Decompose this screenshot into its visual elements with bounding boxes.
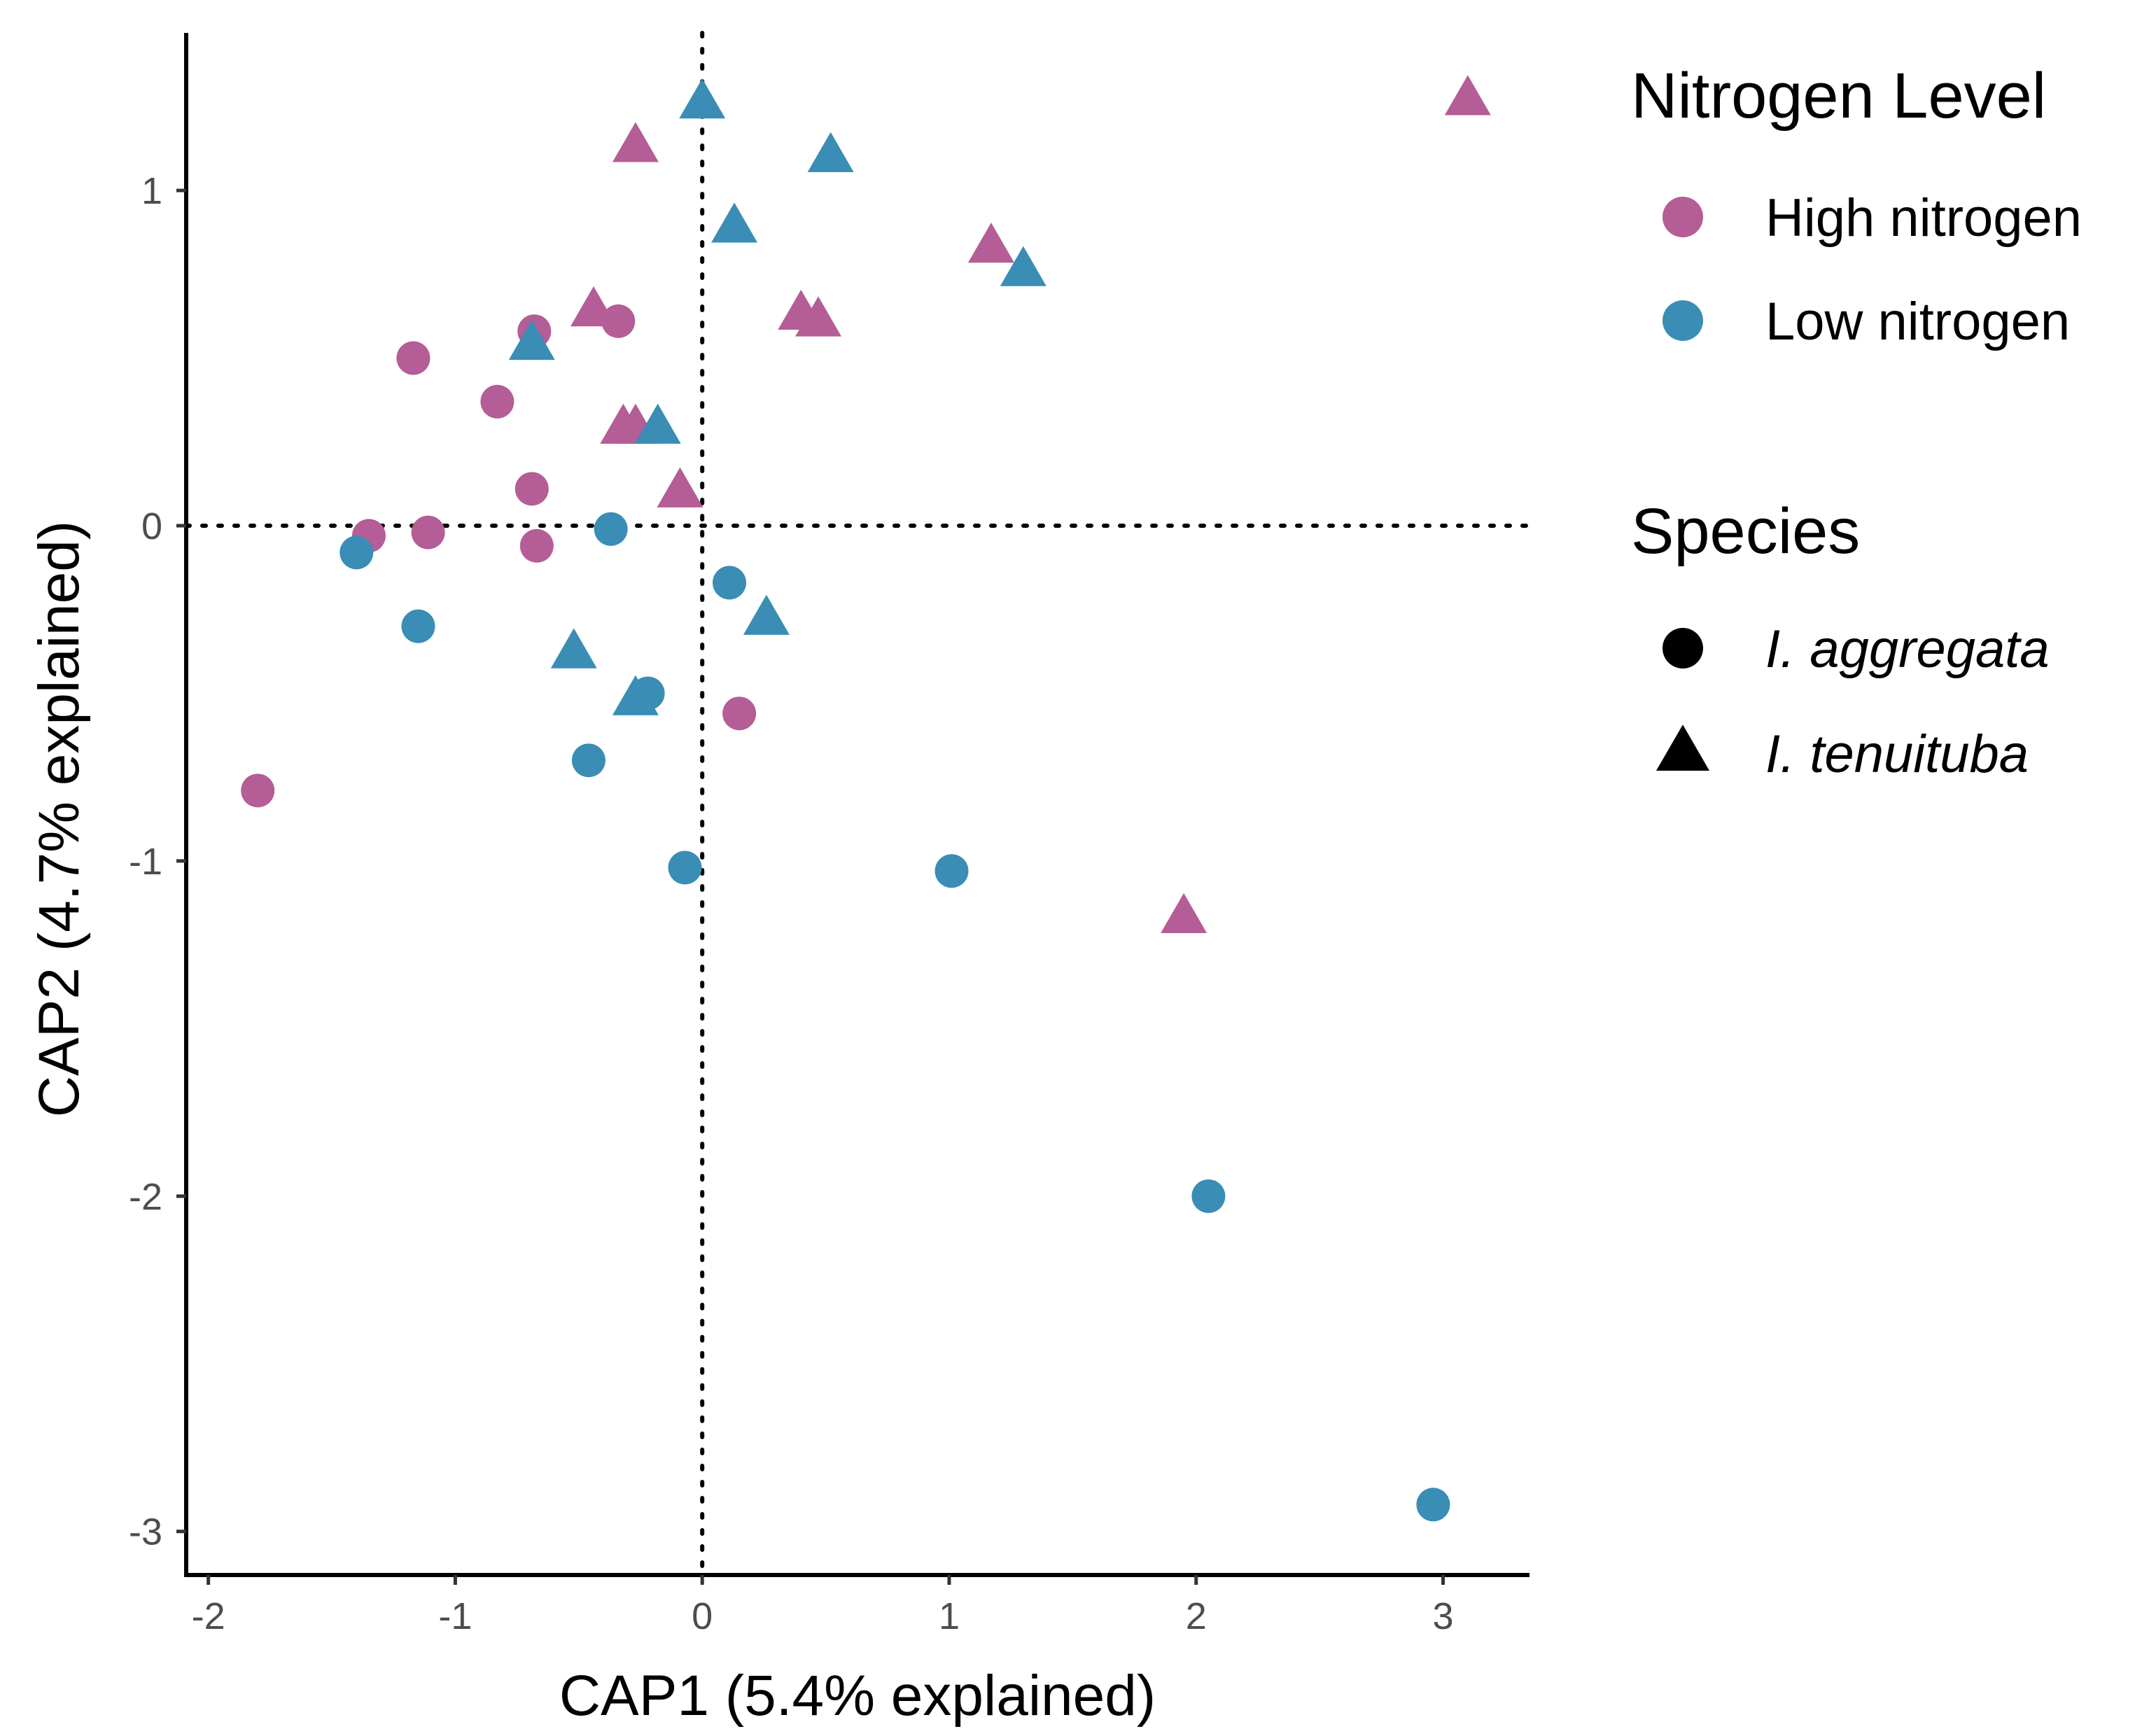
x-tick-label: 1	[939, 1595, 960, 1637]
data-point	[519, 528, 554, 563]
legend-key	[1662, 300, 1703, 341]
x-axis-ticks: -2 -1 0 1 2 3	[192, 1575, 1454, 1637]
data-point	[679, 78, 726, 119]
data-point	[1444, 75, 1491, 115]
data-point	[1416, 1488, 1450, 1522]
data-point	[480, 384, 514, 419]
data-point	[601, 304, 636, 338]
data-points	[241, 75, 1491, 1522]
data-point	[571, 743, 606, 778]
data-point	[668, 850, 702, 885]
x-tick-label: 0	[692, 1595, 713, 1637]
y-tick-label: -1	[129, 841, 162, 883]
data-point	[795, 296, 841, 337]
data-point	[594, 512, 628, 546]
data-point	[1000, 246, 1046, 286]
y-tick-label: -3	[129, 1511, 162, 1553]
legend-title: Species	[1631, 496, 1860, 567]
data-point	[657, 467, 704, 507]
data-point	[1191, 1179, 1226, 1213]
legend-label: I. aggregata	[1765, 620, 2050, 679]
reference-lines	[184, 31, 1532, 1577]
data-point	[743, 594, 790, 635]
data-point	[634, 403, 681, 444]
legend-title: Nitrogen Level	[1631, 60, 2046, 132]
x-tick-label: 3	[1433, 1595, 1454, 1637]
data-point	[340, 536, 374, 570]
legends: Nitrogen Level High nitrogen Low nitrogen S…	[1631, 60, 2082, 784]
data-point	[401, 609, 435, 643]
data-point	[241, 774, 275, 808]
data-point	[612, 122, 659, 162]
data-point	[396, 341, 430, 375]
legend-key	[1662, 628, 1703, 668]
data-point	[612, 675, 659, 715]
data-point	[570, 286, 617, 327]
y-tick-label: -2	[129, 1176, 162, 1218]
y-tick-label: 0	[141, 505, 162, 547]
data-point	[508, 319, 555, 360]
y-axis-ticks: 1 0 -1 -2 -3	[129, 170, 186, 1553]
legend-key	[1656, 724, 1709, 771]
legend-label: High nitrogen	[1765, 188, 2082, 248]
y-tick-label: 1	[141, 170, 162, 212]
y-axis-title: CAP2 (4.7% explained)	[27, 521, 91, 1117]
data-point	[807, 132, 854, 172]
legend-label: I. tenuituba	[1765, 724, 2029, 784]
x-axis-title: CAP1 (5.4% explained)	[559, 1664, 1156, 1728]
data-point	[722, 696, 757, 731]
x-tick-label: -2	[192, 1595, 225, 1637]
data-point	[934, 854, 969, 888]
legend-key	[1662, 197, 1703, 237]
axes	[184, 33, 1530, 1577]
data-point	[1161, 892, 1208, 934]
x-tick-label: -1	[438, 1595, 472, 1637]
data-point	[550, 628, 597, 668]
legend-label: Low nitrogen	[1765, 292, 2070, 351]
data-point	[967, 223, 1014, 263]
data-point	[411, 515, 445, 550]
x-tick-label: 2	[1186, 1595, 1207, 1637]
data-point	[711, 202, 758, 243]
data-point	[713, 566, 746, 600]
data-point	[514, 472, 549, 506]
